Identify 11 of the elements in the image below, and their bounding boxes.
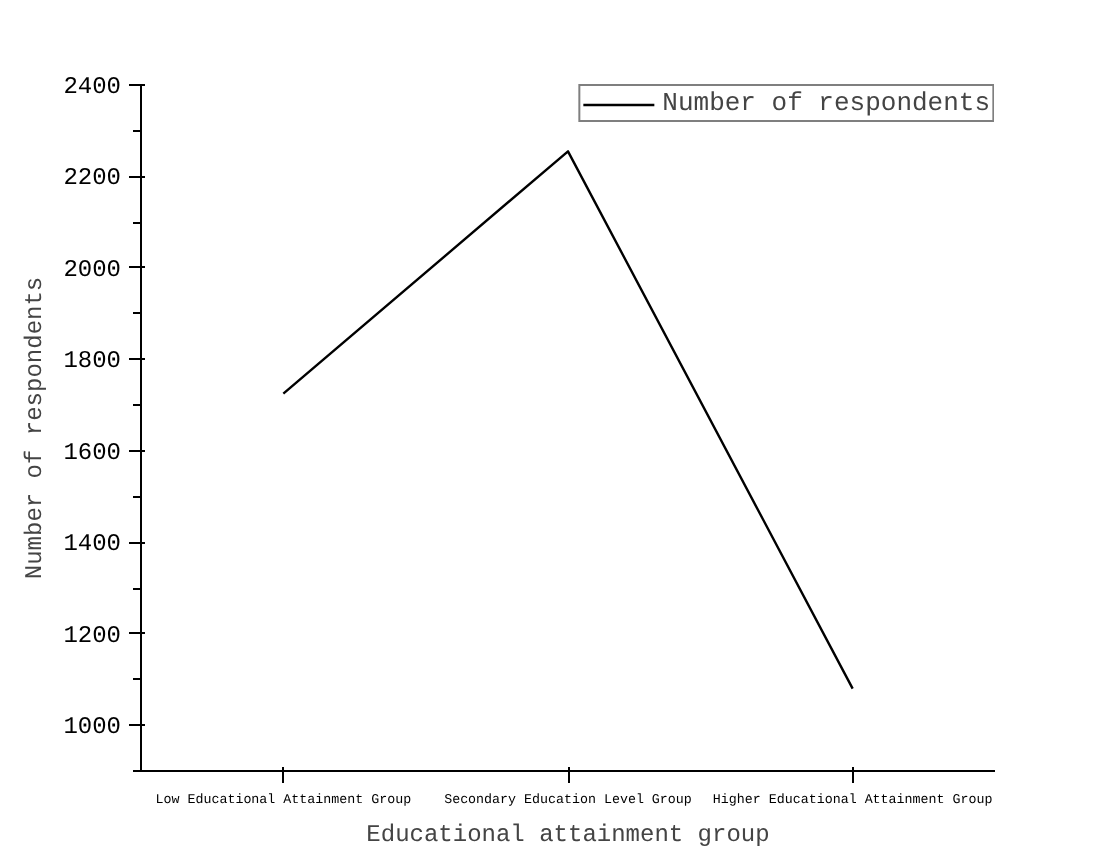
legend-label: Number of respondents [662, 88, 990, 118]
y-tick-label: 1600 [63, 438, 122, 467]
y-tick-label: 1000 [63, 713, 122, 742]
y-tick-label: 2000 [63, 255, 122, 284]
y-tick-label: 1400 [63, 530, 122, 559]
y-tick-label: 2400 [63, 73, 122, 101]
y-tick-label: 1200 [63, 621, 122, 650]
y-axis-title: Number of respondents [21, 276, 50, 580]
y-tick-label: 1800 [63, 347, 122, 376]
y-tick-label: 2200 [63, 164, 122, 193]
x-axis-title: Educational attainment group [366, 821, 770, 849]
